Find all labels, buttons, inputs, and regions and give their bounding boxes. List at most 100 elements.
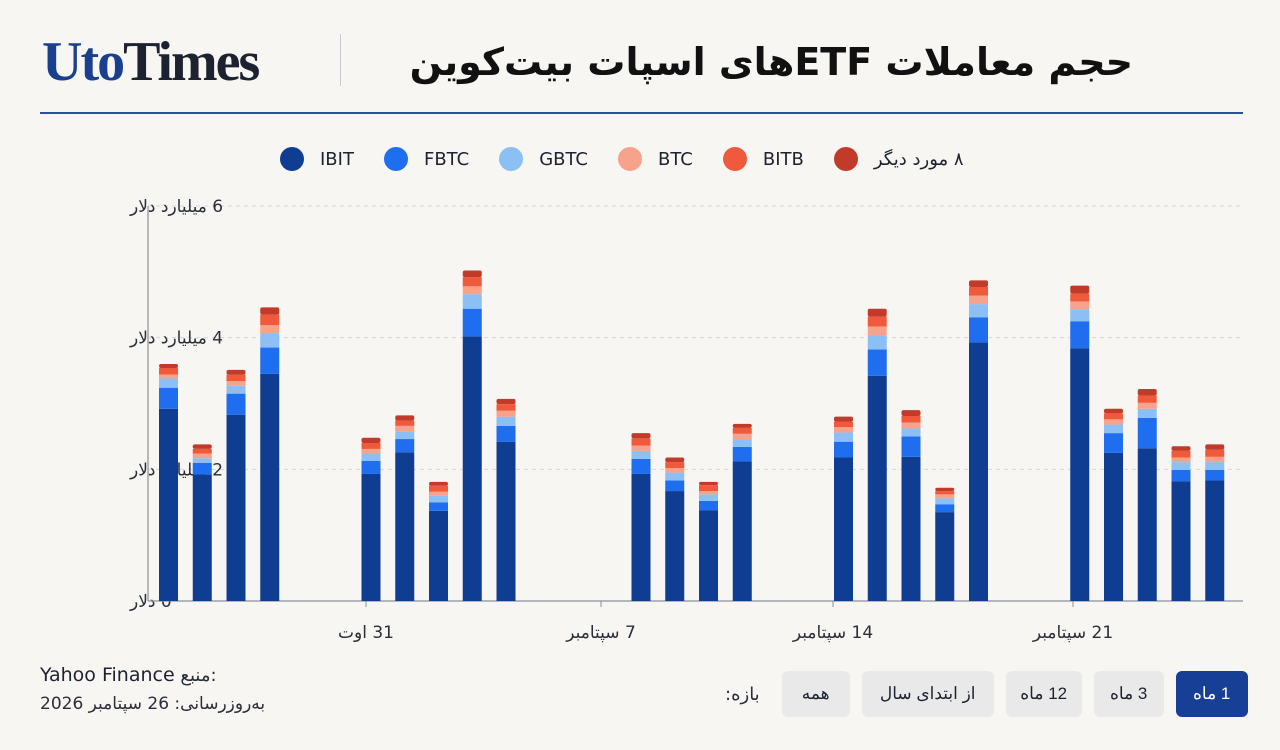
bar-segment-bitb: [1104, 413, 1123, 420]
bar-segment-: [429, 481, 448, 486]
bar-segment-fbtc: [969, 317, 988, 343]
bar-segment-gbtc: [1104, 424, 1123, 434]
bar-segment-gbtc: [496, 416, 516, 426]
bar-segment-bitb: [631, 438, 651, 446]
bar-segment-fbtc: [732, 446, 752, 462]
bar-segment-ibit: [260, 373, 280, 601]
legend-label-ibit: IBIT: [320, 148, 354, 170]
header-rule: [40, 112, 1243, 114]
utotimes-logo[interactable]: UtoTimes: [42, 31, 260, 93]
bar-segment-gbtc: [1070, 309, 1090, 322]
bar-segment-bitb: [1205, 449, 1225, 457]
bar-segment-btc: [935, 494, 955, 499]
bar-segment-: [1205, 444, 1225, 450]
bar-segment-fbtc: [631, 458, 651, 474]
bar-segment-btc: [1070, 301, 1090, 310]
range-label: بازه:: [725, 683, 760, 705]
bar-segment-gbtc: [969, 304, 988, 318]
bar-segment-btc: [1137, 402, 1157, 409]
bar-segment-: [699, 481, 718, 486]
bar-segment-btc: [395, 425, 415, 432]
bar-segment-ibit: [969, 342, 988, 601]
bar-segment-btc: [429, 491, 448, 496]
source-name[interactable]: Yahoo Finance: [40, 664, 175, 686]
bar-segment-ibit: [159, 408, 178, 601]
bar-segment-: [732, 423, 752, 428]
bar-segment-: [901, 410, 921, 417]
bar-segment-gbtc: [732, 439, 752, 447]
legend-item-bitb[interactable]: BITB: [722, 147, 804, 171]
bar-segment-gbtc: [699, 494, 718, 501]
bar-segment-: [1070, 285, 1090, 294]
bar-segment-btc: [361, 448, 381, 454]
bar-segment-ibit: [834, 457, 853, 601]
bar-segment-bitb: [699, 485, 718, 492]
bar-segment-bitb: [834, 421, 853, 428]
bar-segment-fbtc: [1070, 321, 1090, 349]
bar-segment-btc: [496, 410, 516, 417]
bar-segment-gbtc: [1137, 408, 1157, 418]
bar-segment-fbtc: [1205, 469, 1225, 481]
legend-label-fbtc: FBTC: [423, 148, 470, 170]
range-ytd-button[interactable]: از ابتدای سال: [861, 671, 994, 717]
bar-segment-gbtc: [226, 385, 246, 394]
bar-segment-: [1137, 389, 1157, 396]
bar-segment-bitb: [665, 462, 685, 469]
page-title: حجم معاملات ETFهای اسپات بیت‌کوین: [409, 40, 1133, 84]
header: UtoTimes حجم معاملات ETFهای اسپات بیت‌کو…: [40, 20, 1243, 112]
bar-segment-fbtc: [834, 441, 853, 458]
bar-segment-ibit: [361, 473, 381, 601]
bar-segment-ibit: [631, 473, 651, 601]
legend-item-others[interactable]: ۸ مورد دیگر: [833, 147, 964, 171]
range-12m-button[interactable]: 12 ماه: [1005, 671, 1082, 717]
legend-item-fbtc[interactable]: FBTC: [383, 147, 470, 171]
bar-segment-bitb: [159, 367, 178, 375]
bar-segment-ibit: [496, 441, 516, 601]
bar-segment-: [1104, 408, 1123, 414]
bar-segment-bitb: [496, 404, 516, 411]
bar-segment-ibit: [699, 510, 718, 601]
bar-segment-fbtc: [361, 460, 381, 474]
bar-segment-: [834, 416, 853, 422]
legend-swatch-bitb: [722, 147, 747, 171]
bar-segment-gbtc: [159, 378, 178, 388]
bar-segment-: [1171, 446, 1191, 451]
bar-segment-fbtc: [935, 504, 955, 513]
legend-label-others: ۸ مورد دیگر: [873, 148, 964, 170]
bar-segment-bitb: [429, 485, 448, 492]
bar-segment-gbtc: [462, 294, 482, 309]
bar-segment-gbtc: [395, 431, 415, 440]
bar-segment-fbtc: [395, 439, 415, 453]
legend-item-gbtc[interactable]: GBTC: [499, 147, 588, 171]
source-label: منبع:: [180, 665, 217, 686]
bar-segment-bitb: [395, 420, 415, 426]
legend-swatch-ibit: [280, 147, 304, 171]
range-all-button[interactable]: همه: [781, 671, 850, 717]
bar-segment-btc: [1205, 456, 1225, 463]
bar-segment-fbtc: [867, 349, 887, 376]
bar-segment-gbtc: [901, 428, 921, 437]
bar-segment-gbtc: [192, 458, 212, 463]
bar-segment-fbtc: [429, 502, 448, 511]
bar-segment-btc: [462, 286, 482, 295]
bar-segment-btc: [665, 468, 685, 473]
range-3m-button[interactable]: 3 ماه: [1093, 671, 1164, 717]
bar-segment-ibit: [395, 452, 415, 601]
legend-item-btc[interactable]: BTC: [618, 147, 693, 171]
bar-segment-bitb: [969, 286, 988, 296]
x-tick-label: 31 اوت: [338, 623, 394, 643]
bar-segment-gbtc: [935, 498, 955, 505]
bar-segment-fbtc: [665, 480, 685, 492]
legend-item-ibit[interactable]: IBIT: [280, 147, 354, 171]
bar-segment-ibit: [1104, 452, 1123, 601]
bar-segment-gbtc: [1171, 462, 1191, 470]
source-line: Yahoo Finance منبع:: [40, 664, 217, 686]
logo-part-uto: Uto: [42, 31, 125, 93]
range-1m-button[interactable]: 1 ماه: [1175, 671, 1248, 717]
bar-segment-bitb: [901, 416, 921, 423]
bar-segment-btc: [867, 326, 887, 336]
bar-segment-gbtc: [834, 432, 853, 442]
bar-segment-btc: [192, 453, 212, 459]
bar-segment-fbtc: [462, 308, 482, 337]
